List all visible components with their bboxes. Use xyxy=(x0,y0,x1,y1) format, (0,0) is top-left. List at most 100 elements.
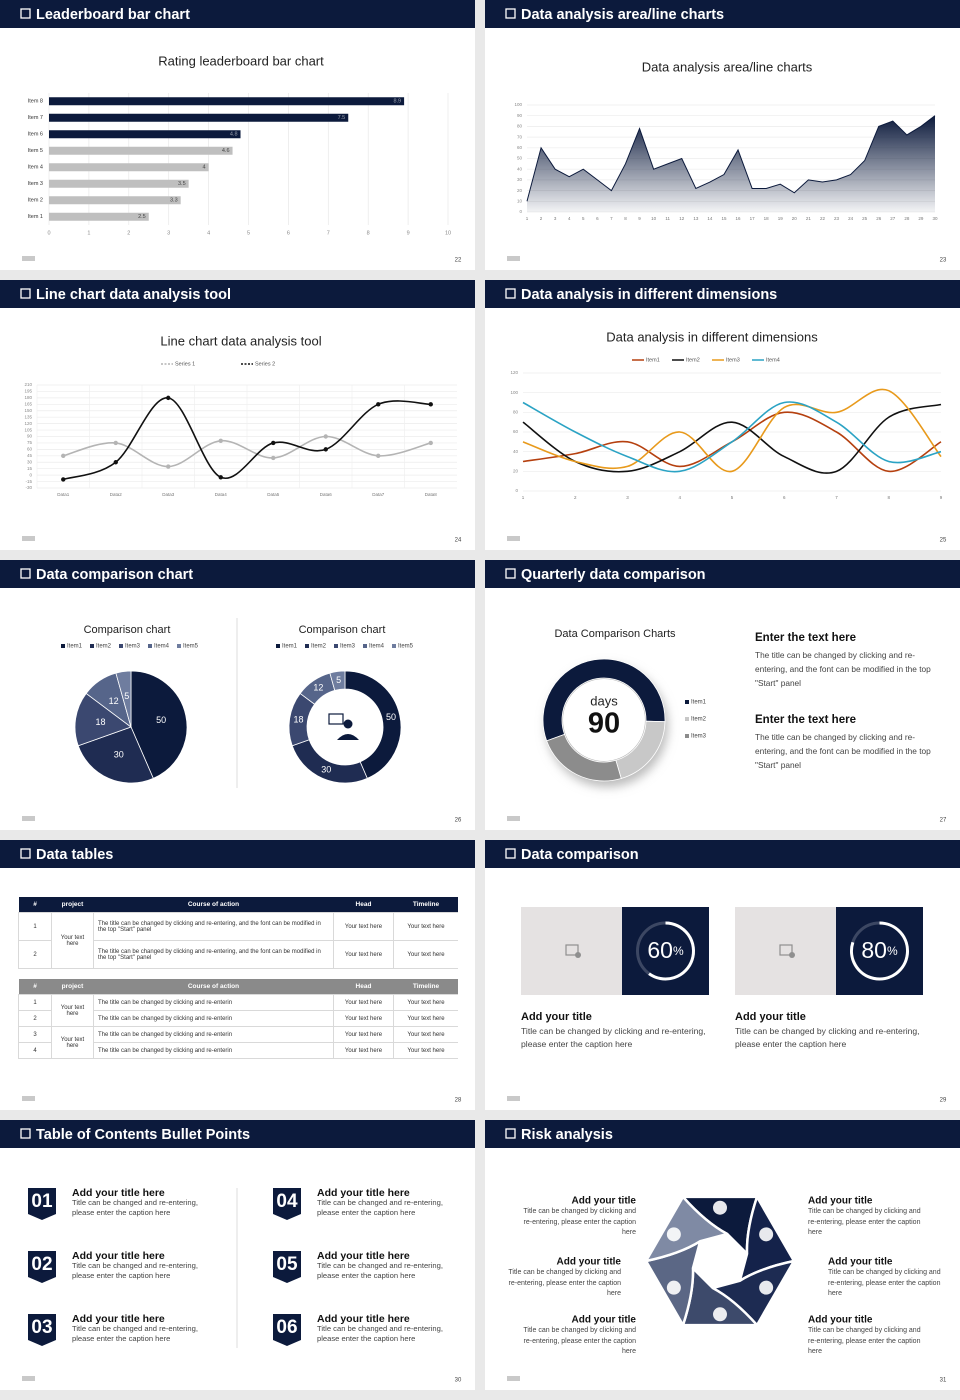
legend-swatch xyxy=(119,644,123,648)
card-title: Add your title xyxy=(735,1011,806,1023)
y-tick-label: 90 xyxy=(517,113,523,118)
risk-text-box: Title can be changed by clicking and re-… xyxy=(828,1269,941,1297)
risk-title: Add your title xyxy=(828,1257,893,1268)
page-number: 22 xyxy=(455,258,462,264)
risk-text: Title can be changed by clicking and re-… xyxy=(508,1269,621,1297)
item-text: Title can be changed and re-entering, pl… xyxy=(72,1261,198,1280)
x-tick-label: 6 xyxy=(783,495,786,500)
slide-title: Data tables xyxy=(36,847,113,863)
cell-number: 1 xyxy=(18,994,52,1011)
x-tick-label: Data6 xyxy=(320,492,333,497)
x-tick-label: 10 xyxy=(445,230,451,236)
y-tick-label: 150 xyxy=(24,408,32,413)
y-tick-label: Item 6 xyxy=(28,132,43,138)
logo xyxy=(507,256,520,261)
y-tick-label: 40 xyxy=(517,166,523,171)
block-heading: Enter the text here xyxy=(755,632,856,644)
page-number: 25 xyxy=(940,538,947,544)
header-cell: Course of action xyxy=(187,983,240,990)
y-tick-label: 105 xyxy=(24,427,32,432)
cell-course: The title can be changed by clicking and… xyxy=(93,1042,334,1059)
item-title: Add your title here xyxy=(72,1250,165,1262)
x-tick-label: 9 xyxy=(940,495,943,500)
value-label: 4.8 xyxy=(230,132,238,138)
bar xyxy=(49,212,149,221)
cell-timeline: Your text here xyxy=(393,1026,458,1043)
picture-icon xyxy=(575,952,581,958)
header-icon xyxy=(20,288,31,299)
y-tick-label: -15 xyxy=(25,479,32,484)
point xyxy=(113,460,118,465)
x-tick-label: 6 xyxy=(287,230,290,236)
header-cell: Head xyxy=(355,983,372,990)
y-tick-label: 20 xyxy=(517,188,523,193)
number-badge xyxy=(273,1314,301,1346)
table-box: # project Course of action Head Timeline1You… xyxy=(18,897,458,969)
legend-swatch xyxy=(685,700,689,704)
legend-swatch xyxy=(61,644,65,648)
table-row: 2 The title can be changed by clicking an… xyxy=(18,1010,458,1027)
page-number: 31 xyxy=(940,1378,947,1384)
slice xyxy=(77,726,154,784)
item-text-box: Title can be changed and re-entering, pl… xyxy=(72,1198,198,1217)
x-tick-label: 15 xyxy=(721,216,727,221)
x-tick-label: 4 xyxy=(207,230,210,236)
data-table: # project Course of action Head Timeline 1 You… xyxy=(18,897,458,969)
badge-number: 06 xyxy=(276,1317,297,1338)
table-row: 4 The title can be changed by clicking an… xyxy=(18,1042,458,1059)
header-cell: # xyxy=(33,901,37,908)
chart-title: Comparison chart xyxy=(299,624,386,636)
slide-title: Table of Contents Bullet Points xyxy=(36,1127,250,1143)
risk-icon xyxy=(666,1280,681,1295)
y-tick-label: 60 xyxy=(513,429,519,434)
slide xyxy=(0,840,475,1110)
x-tick-label: 18 xyxy=(764,216,770,221)
cell-timeline: Your text here xyxy=(393,912,458,941)
risk-icon xyxy=(759,1280,774,1295)
value-label: 3.3 xyxy=(170,198,178,204)
risk-blade xyxy=(644,1195,729,1263)
risk-title: Add your title xyxy=(808,1315,873,1326)
point xyxy=(61,453,66,459)
x-tick-label: 14 xyxy=(707,216,713,221)
cell-head: Your text here xyxy=(333,1042,394,1059)
risk-icon xyxy=(713,1200,727,1215)
slide-title: Risk analysis xyxy=(521,1127,613,1143)
x-tick-label: 5 xyxy=(247,230,250,236)
header-cell: Timeline xyxy=(412,901,440,908)
y-tick-label: 180 xyxy=(24,395,32,400)
item-text-box: Title can be changed and re-entering, pl… xyxy=(317,1324,443,1343)
x-tick-label: 30 xyxy=(932,216,938,221)
x-tick-label: 23 xyxy=(834,216,840,221)
y-tick-label: 60 xyxy=(517,145,523,150)
y-tick-label: Item 8 xyxy=(28,99,43,105)
x-tick-label: 17 xyxy=(750,216,756,221)
risk-icon xyxy=(713,1307,727,1322)
y-tick-label: 70 xyxy=(517,134,523,139)
legend-label: Item3 xyxy=(726,357,740,363)
y-tick-label: 0 xyxy=(519,209,522,214)
number-badge xyxy=(28,1188,56,1220)
y-tick-label: Item 1 xyxy=(28,214,43,220)
cell-course: The title can be changed by clicking and… xyxy=(93,1026,334,1043)
x-tick-label: 24 xyxy=(848,216,854,221)
table-row: 3 Your text here The title can be changed … xyxy=(18,1026,458,1059)
point xyxy=(428,402,433,407)
point xyxy=(376,402,381,407)
logo xyxy=(507,816,520,821)
slide xyxy=(485,280,960,550)
slide-header xyxy=(0,840,475,868)
y-tick-label: 45 xyxy=(27,453,33,458)
slide-title: Data analysis in different dimensions xyxy=(521,287,777,303)
risk-text-box: Title can be changed by clicking and re-… xyxy=(808,1327,921,1355)
x-tick-label: Data2 xyxy=(110,492,123,497)
metric-unit: % xyxy=(673,944,684,958)
x-tick-label: Data4 xyxy=(215,492,228,497)
slide-header xyxy=(0,280,475,308)
legend-label: Item5 xyxy=(398,644,414,650)
risk-text-box: Title can be changed by clicking and re-… xyxy=(523,1208,636,1236)
center-value: 90 xyxy=(588,708,620,740)
page-number: 26 xyxy=(455,818,462,824)
card-text: Title can be changed by clicking and re-… xyxy=(521,1026,706,1049)
legend-label: Series 2 xyxy=(255,361,275,367)
